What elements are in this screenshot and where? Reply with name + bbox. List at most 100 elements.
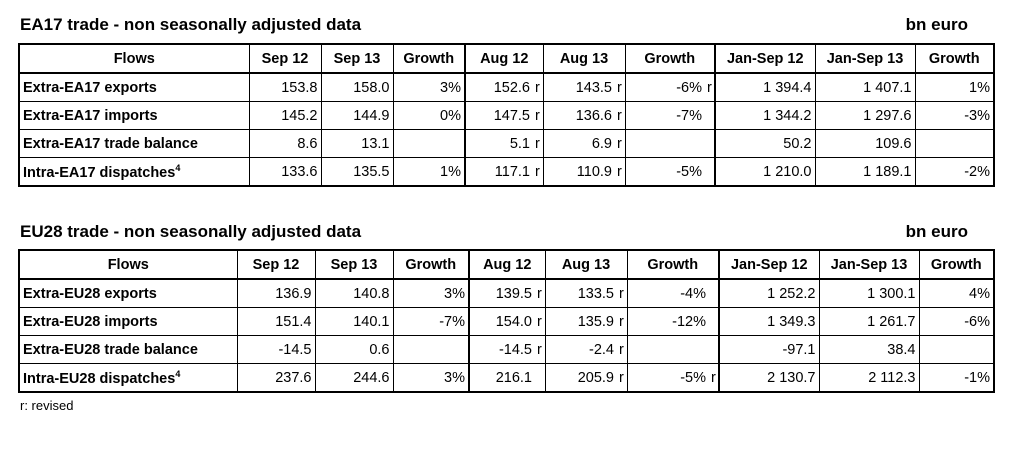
revised-flag: r — [533, 72, 544, 102]
value-aug12: 5.1 — [464, 129, 533, 158]
value-sep13: 0.6 — [314, 335, 394, 364]
value-growth-aug — [626, 335, 709, 364]
row-label: Extra-EA17 exports — [18, 72, 250, 102]
value-sep13: 140.8 — [314, 278, 394, 308]
revised-flag: r — [533, 129, 544, 158]
value-growth-jansep: -2% — [914, 157, 995, 187]
value-sep13: 135.5 — [320, 157, 394, 187]
footnote-marker: 4 — [175, 162, 181, 173]
eu28-title: EU28 trade - non seasonally adjusted dat… — [20, 222, 362, 241]
value-jansep12: 2 130.7 — [718, 363, 820, 393]
value-growth-jansep: -6% — [918, 307, 995, 336]
table-row: Extra-EA17 exports 153.8 158.0 3% 152.6 r 143.… — [18, 72, 995, 102]
row-label: Extra-EA17 trade balance — [18, 129, 250, 158]
value-growth-jansep: 4% — [918, 278, 995, 308]
row-label-text: Intra-EU28 dispatches — [23, 370, 176, 387]
value-sep13: 140.1 — [314, 307, 394, 336]
revised-flag: r — [535, 307, 546, 336]
row-label: Extra-EU28 trade balance — [18, 335, 238, 364]
header-aug12: Aug 12 — [464, 43, 544, 74]
value-growth-sep: -7% — [392, 307, 470, 336]
value-jansep12: -97.1 — [718, 335, 820, 364]
table-row: Extra-EU28 exports 136.9 140.8 3% 139.5 r 133.… — [18, 278, 995, 308]
header-aug13: Aug 13 — [542, 43, 626, 74]
header-growth: Growth — [624, 43, 716, 74]
header-growth: Growth — [392, 43, 466, 74]
value-growth-aug: -7% — [624, 101, 705, 130]
revised-flag: r — [709, 363, 720, 393]
eu28-table: Flows Sep 12 Sep 13 Growth Aug 12 Aug 13… — [18, 249, 995, 393]
value-aug12: 117.1 — [464, 157, 533, 187]
value-growth-jansep — [918, 335, 995, 364]
ea17-header-row: Flows Sep 12 Sep 13 Growth Aug 12 Aug 13… — [18, 43, 995, 74]
value-growth-sep: 3% — [392, 278, 470, 308]
revised-flag — [705, 101, 716, 130]
value-jansep13: 2 112.3 — [818, 363, 920, 393]
value-growth-aug: -6% — [624, 72, 705, 102]
row-label: Extra-EU28 imports — [18, 307, 238, 336]
table-row: Extra-EA17 imports 145.2 144.9 0% 147.5 r 136.… — [18, 101, 995, 130]
value-growth-aug: -5% — [626, 363, 709, 393]
header-growth: Growth — [626, 249, 720, 280]
value-growth-jansep: -1% — [918, 363, 995, 393]
table-row: Intra-EU28 dispatches4 237.6 244.6 3% 216.1 2… — [18, 363, 995, 393]
revised-flag: r — [533, 101, 544, 130]
revised-flag: r — [615, 101, 626, 130]
value-aug12: 147.5 — [464, 101, 533, 130]
revised-flag: r — [535, 335, 546, 364]
row-label-text: Extra-EA17 exports — [23, 79, 157, 96]
value-jansep13: 1 189.1 — [814, 157, 916, 187]
table-row: Extra-EU28 imports 151.4 140.1 -7% 154.0 r 135… — [18, 307, 995, 336]
header-jansep12: Jan-Sep 12 — [718, 249, 820, 280]
value-growth-jansep: -3% — [914, 101, 995, 130]
value-sep12: -14.5 — [236, 335, 316, 364]
header-aug13: Aug 13 — [544, 249, 628, 280]
value-aug12: 216.1 — [468, 363, 535, 393]
header-growth: Growth — [392, 249, 470, 280]
footnote-marker: 4 — [175, 368, 181, 379]
value-growth-aug: -12% — [626, 307, 709, 336]
header-jansep13: Jan-Sep 13 — [818, 249, 920, 280]
value-jansep13: 1 261.7 — [818, 307, 920, 336]
value-sep13: 144.9 — [320, 101, 394, 130]
row-label: Extra-EA17 imports — [18, 101, 250, 130]
value-jansep13: 109.6 — [814, 129, 916, 158]
revised-flag — [705, 157, 716, 187]
revised-flag: r — [615, 157, 626, 187]
row-label: Extra-EU28 exports — [18, 278, 238, 308]
revised-flag: r — [617, 363, 628, 393]
value-aug13: 133.5 — [544, 278, 617, 308]
value-growth-sep: 1% — [392, 157, 466, 187]
value-sep12: 133.6 — [248, 157, 322, 187]
value-jansep12: 1 210.0 — [714, 157, 816, 187]
footnote: r: revised — [20, 398, 74, 413]
row-label-text: Intra-EA17 dispatches — [23, 164, 176, 181]
header-jansep12: Jan-Sep 12 — [714, 43, 816, 74]
row-label-text: Extra-EU28 trade balance — [23, 341, 198, 358]
value-jansep13: 38.4 — [818, 335, 920, 364]
header-flows: Flows — [18, 249, 238, 280]
row-label-text: Extra-EA17 imports — [23, 107, 158, 124]
value-jansep13: 1 297.6 — [814, 101, 916, 130]
value-aug12: 152.6 — [464, 72, 533, 102]
value-aug13: 205.9 — [544, 363, 617, 393]
value-jansep12: 1 394.4 — [714, 72, 816, 102]
value-jansep12: 1 252.2 — [718, 278, 820, 308]
value-aug12: 139.5 — [468, 278, 535, 308]
revised-flag: r — [617, 335, 628, 364]
value-sep13: 158.0 — [320, 72, 394, 102]
revised-flag: r — [617, 307, 628, 336]
value-growth-sep: 0% — [392, 101, 466, 130]
header-growth: Growth — [918, 249, 995, 280]
value-growth-aug: -5% — [624, 157, 705, 187]
value-jansep12: 1 349.3 — [718, 307, 820, 336]
header-sep13: Sep 13 — [314, 249, 394, 280]
value-sep13: 244.6 — [314, 363, 394, 393]
revised-flag — [709, 307, 720, 336]
revised-flag: r — [615, 72, 626, 102]
revised-flag: r — [535, 278, 546, 308]
value-jansep12: 50.2 — [714, 129, 816, 158]
value-growth-sep: 3% — [392, 72, 466, 102]
value-sep13: 13.1 — [320, 129, 394, 158]
value-aug13: 143.5 — [542, 72, 615, 102]
